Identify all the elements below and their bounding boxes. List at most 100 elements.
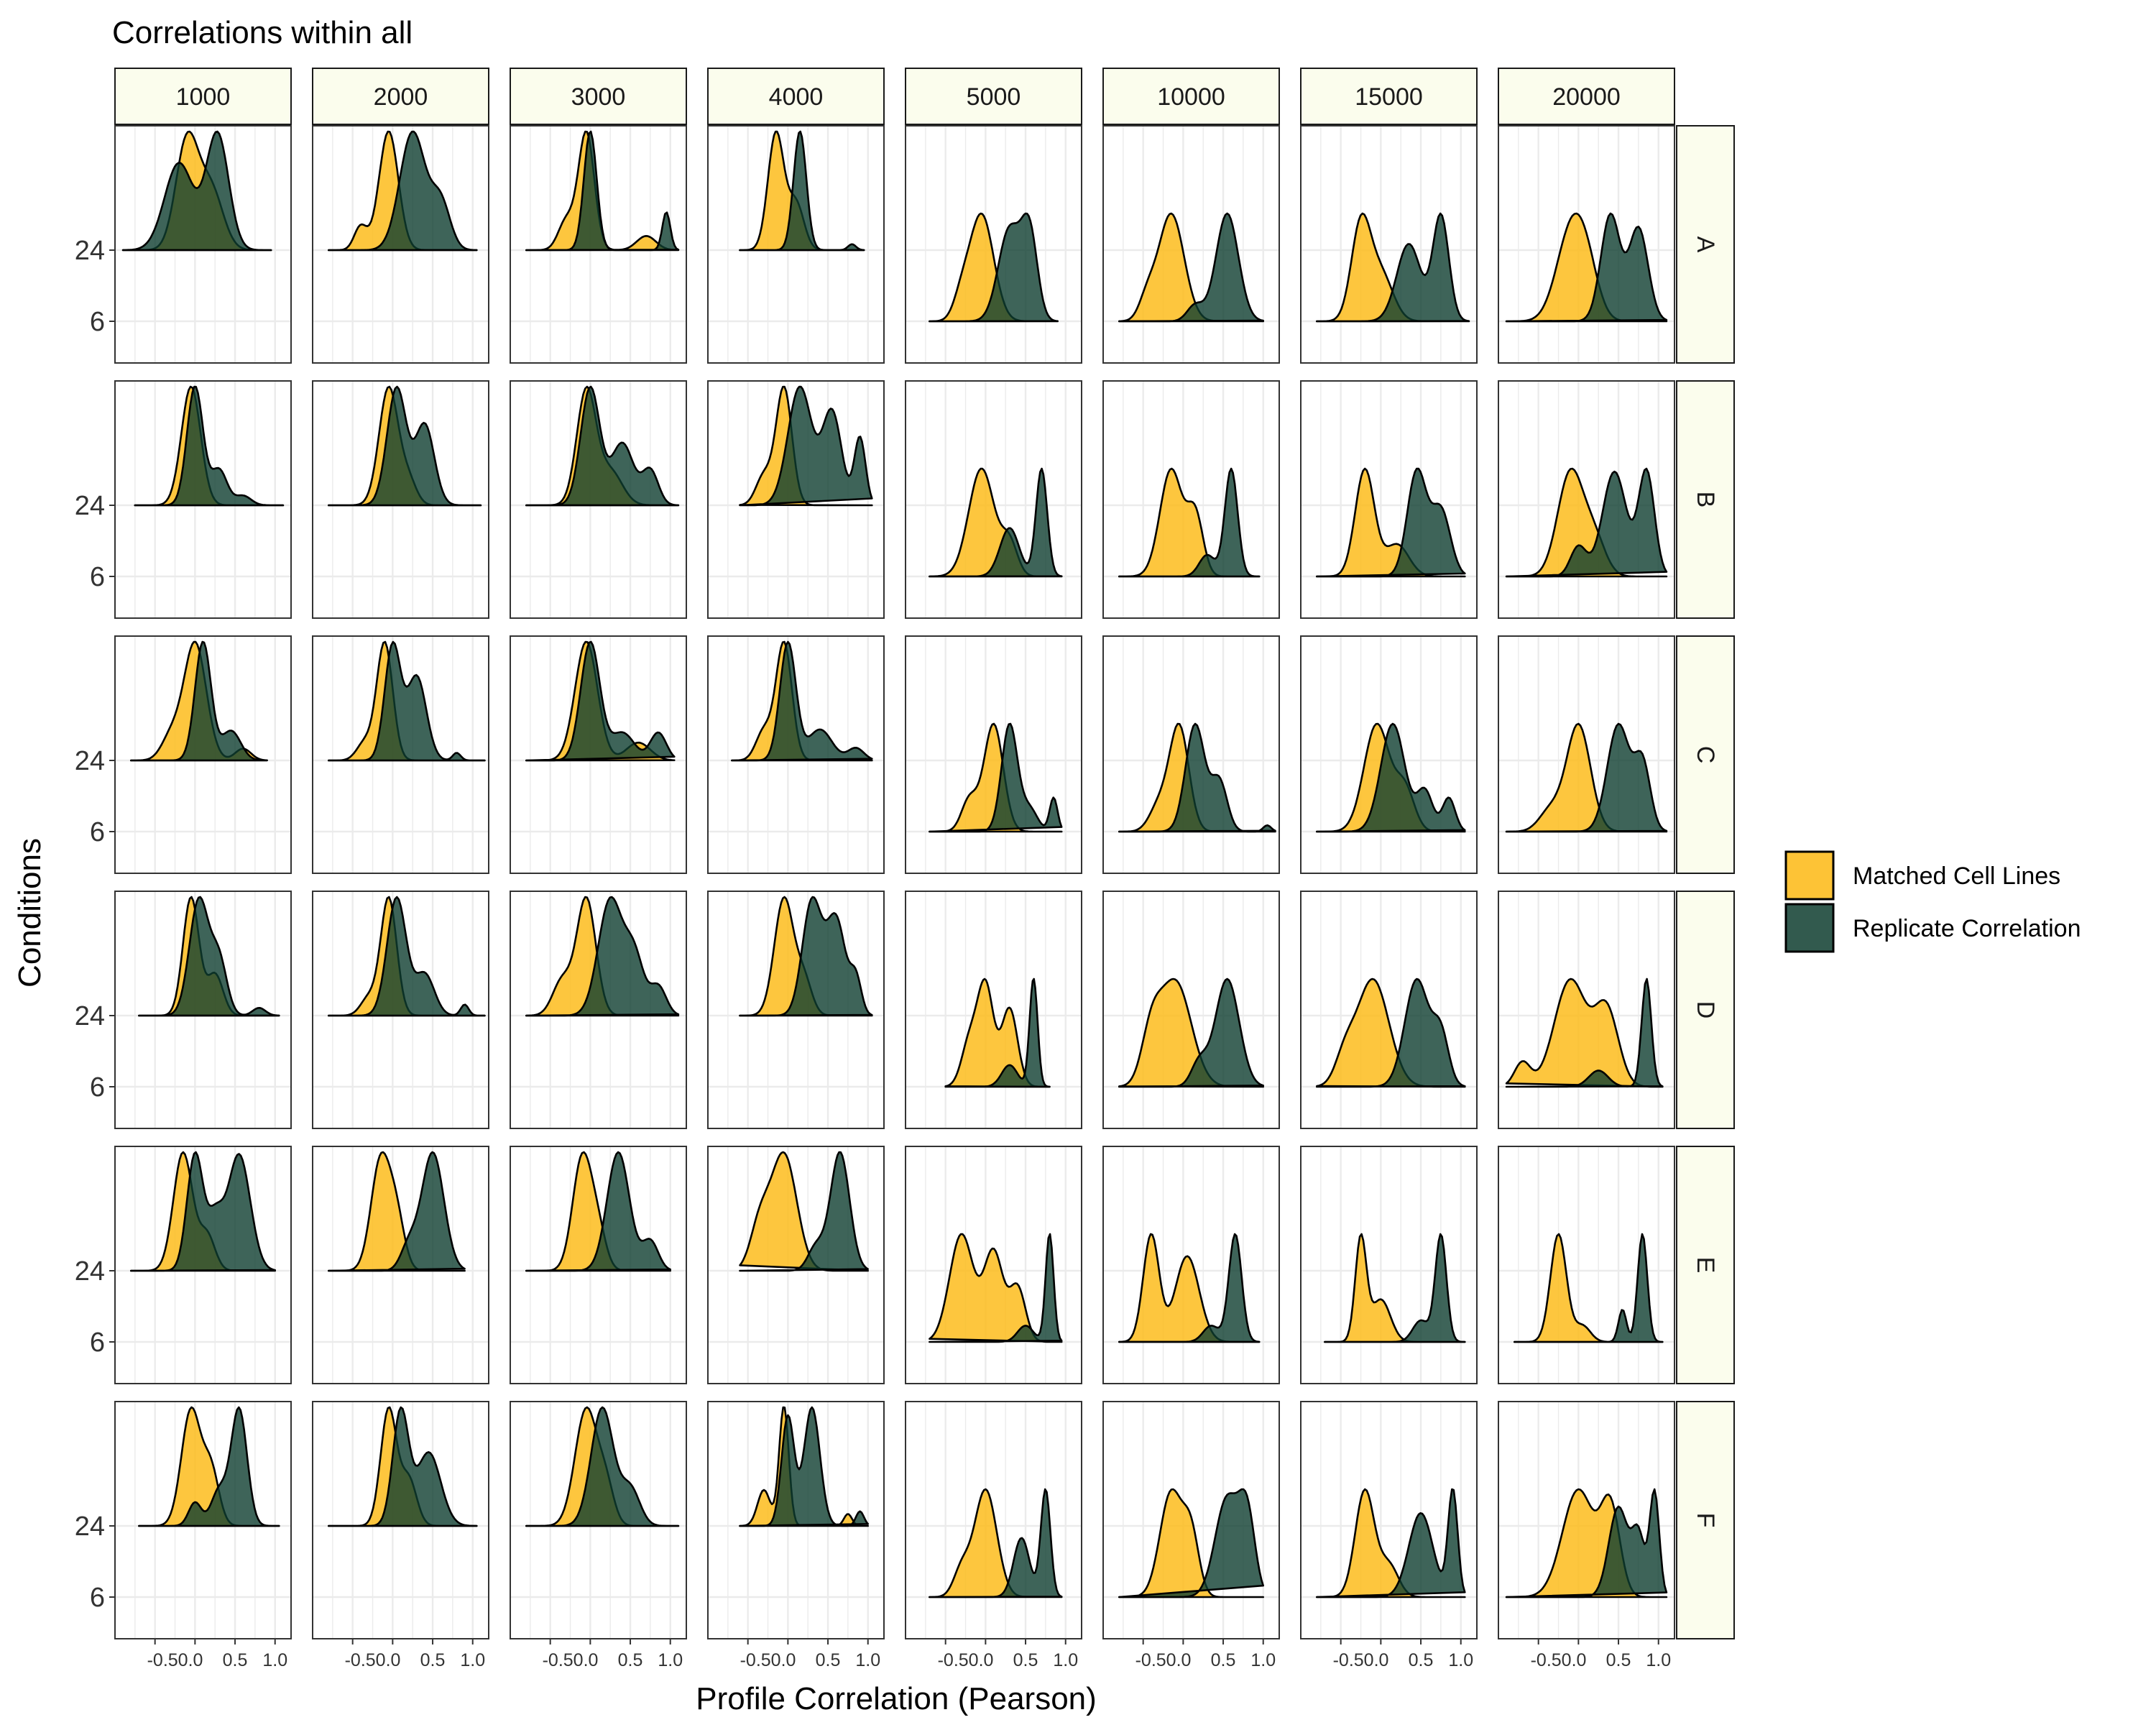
density-matched-cell-lines bbox=[739, 1151, 869, 1272]
density-replicate-correlation bbox=[1505, 467, 1668, 578]
panel-background bbox=[1498, 1146, 1674, 1384]
density-replicate-correlation bbox=[328, 640, 486, 762]
panel-D-4000 bbox=[707, 891, 885, 1129]
density-replicate-correlation bbox=[1316, 212, 1470, 323]
x-tick-label: 0.5 bbox=[420, 1650, 446, 1670]
density-replicate-correlation bbox=[1118, 1233, 1261, 1343]
panel-border bbox=[312, 380, 489, 619]
panel-border bbox=[1102, 891, 1280, 1129]
panel-A-4000 bbox=[707, 125, 885, 364]
panel-F-1000 bbox=[114, 1401, 292, 1639]
row-strip-label: E bbox=[1692, 1257, 1719, 1274]
panel-border bbox=[1300, 635, 1478, 874]
panel-F-10000 bbox=[1102, 1401, 1280, 1639]
facet-panels bbox=[114, 125, 1675, 1639]
panel-background bbox=[1103, 891, 1279, 1128]
panel-C-20000 bbox=[1498, 635, 1675, 874]
panel-border bbox=[114, 125, 292, 364]
panel-D-15000 bbox=[1300, 891, 1478, 1129]
y-axis-ticks: 24 6 24 6 24 6 24 6 24 6 24 6 bbox=[75, 236, 115, 1613]
panel-border bbox=[707, 1146, 885, 1384]
density-replicate-correlation bbox=[944, 978, 1051, 1088]
column-strip-label: 20000 bbox=[1552, 83, 1621, 111]
x-tick-label: 1.0 bbox=[262, 1650, 287, 1670]
panel-E-1000 bbox=[114, 1146, 292, 1384]
density-replicate-correlation bbox=[328, 1406, 478, 1527]
density-replicate-correlation bbox=[525, 130, 680, 252]
panel-background bbox=[1301, 1146, 1477, 1384]
column-facet-strips: 1000 2000 3000 4000 5000 10000 15000 20000 bbox=[114, 68, 1675, 125]
panel-border bbox=[1102, 125, 1280, 364]
row-strip-box bbox=[1676, 891, 1735, 1129]
x-tick-label: -0.50.0 bbox=[1531, 1650, 1587, 1670]
legend-key bbox=[1784, 903, 1835, 953]
panel-border bbox=[905, 1401, 1082, 1639]
x-tick-label: 0.5 bbox=[1409, 1650, 1434, 1670]
panel-border bbox=[312, 1146, 489, 1384]
row-strip-label: A bbox=[1692, 236, 1719, 253]
panel-border bbox=[1498, 1401, 1675, 1639]
column-strip-box bbox=[1300, 68, 1478, 125]
column-strip-2000: 2000 bbox=[312, 68, 489, 125]
x-tick-label: 1.0 bbox=[1448, 1650, 1473, 1670]
column-strip-label: 2000 bbox=[374, 83, 428, 111]
x-tick-label: -0.50.0 bbox=[1333, 1650, 1389, 1670]
y-tick-label: 6 bbox=[90, 562, 105, 592]
panel-border bbox=[1300, 380, 1478, 619]
panel-E-5000 bbox=[905, 1146, 1082, 1384]
row-strip-box bbox=[1676, 1401, 1735, 1639]
density-matched-cell-lines bbox=[929, 722, 1063, 833]
density-replicate-correlation bbox=[1118, 212, 1264, 323]
y-tick-label: 6 bbox=[90, 1328, 105, 1358]
x-axis-ticks: -0.50.0 0.5 1.0 -0.50.0 0.5 1.0 -0.50.0 0.5 1.0 -… bbox=[147, 1639, 1671, 1670]
panel-border bbox=[1498, 1146, 1675, 1384]
x-tick-label: 1.0 bbox=[460, 1650, 485, 1670]
panel-background bbox=[1103, 126, 1279, 363]
panel-border bbox=[707, 1401, 885, 1639]
column-strip-box bbox=[1102, 68, 1280, 125]
legend-item-replicate-correlation: Replicate Correlation bbox=[1784, 903, 2081, 953]
column-strip-1000: 1000 bbox=[114, 68, 292, 125]
density-replicate-correlation bbox=[1118, 722, 1276, 833]
row-strip-label: F bbox=[1692, 1513, 1719, 1528]
y-tick-label: 24 bbox=[75, 1256, 105, 1287]
panel-border bbox=[707, 891, 885, 1129]
density-replicate-correlation bbox=[1118, 978, 1264, 1088]
panel-border bbox=[114, 891, 292, 1129]
legend-label: Matched Cell Lines bbox=[1853, 862, 2060, 890]
column-strip-box bbox=[1498, 68, 1675, 125]
panel-D-3000 bbox=[510, 891, 687, 1129]
column-strip-10000: 10000 bbox=[1102, 68, 1280, 125]
column-strip-label: 3000 bbox=[571, 83, 626, 111]
panel-A-20000 bbox=[1498, 125, 1675, 364]
panel-B-15000 bbox=[1300, 380, 1478, 619]
panel-A-15000 bbox=[1300, 125, 1478, 364]
panel-border bbox=[1102, 1146, 1280, 1384]
panel-C-3000 bbox=[510, 635, 687, 874]
panel-D-2000 bbox=[312, 891, 489, 1129]
y-tick-label: 24 bbox=[75, 1512, 105, 1542]
panel-border bbox=[1102, 1401, 1280, 1639]
x-tick-label: 1.0 bbox=[1250, 1650, 1276, 1670]
panel-border bbox=[114, 1146, 292, 1384]
density-replicate-correlation bbox=[130, 640, 268, 762]
panel-E-3000 bbox=[510, 1146, 687, 1384]
density-replicate-correlation bbox=[134, 385, 285, 507]
panel-A-3000 bbox=[510, 125, 687, 364]
column-strip-label: 1000 bbox=[176, 83, 231, 111]
row-strip-box bbox=[1676, 125, 1735, 364]
panel-A-10000 bbox=[1102, 125, 1280, 364]
density-matched-cell-lines bbox=[1316, 1488, 1466, 1598]
density-replicate-correlation bbox=[328, 130, 478, 252]
density-replicate-correlation bbox=[1316, 722, 1466, 833]
density-replicate-correlation bbox=[739, 385, 873, 507]
panel-E-15000 bbox=[1300, 1146, 1478, 1384]
density-replicate-correlation bbox=[130, 1151, 276, 1272]
panel-border bbox=[1102, 635, 1280, 874]
panel-border bbox=[510, 891, 687, 1129]
panel-F-5000 bbox=[905, 1401, 1082, 1639]
density-replicate-correlation bbox=[739, 130, 865, 252]
column-strip-label: 15000 bbox=[1355, 83, 1423, 111]
column-strip-15000: 15000 bbox=[1300, 68, 1478, 125]
